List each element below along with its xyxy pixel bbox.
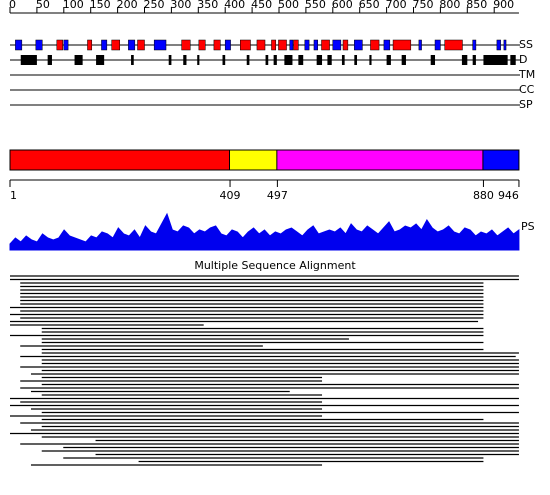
strand: [63, 39, 69, 51]
strand: [313, 39, 318, 51]
disorder: [369, 55, 372, 65]
disorder: [47, 55, 52, 65]
disorder: [183, 55, 187, 65]
disorder: [386, 55, 391, 65]
ruler-label: 650: [359, 0, 380, 11]
helix: [111, 39, 121, 51]
helix: [256, 39, 266, 51]
ruler-label: 150: [90, 0, 111, 11]
disorder: [401, 55, 406, 65]
strand: [224, 39, 231, 51]
strand: [153, 39, 167, 51]
disorder: [430, 55, 436, 65]
track-label: TM: [518, 68, 535, 81]
ruler-label: 700: [386, 0, 407, 11]
ruler-label: 400: [224, 0, 245, 11]
strand: [434, 39, 441, 51]
domain-label: 880: [473, 189, 494, 202]
helix: [87, 39, 93, 51]
disorder: [483, 55, 508, 65]
track-label: CC: [519, 83, 535, 96]
disorder: [246, 55, 250, 65]
strand: [332, 39, 342, 51]
helix: [213, 39, 221, 51]
helix: [240, 39, 251, 51]
ruler-label: 450: [251, 0, 272, 11]
ruler-label: 500: [278, 0, 299, 11]
ruler-label: 250: [144, 0, 165, 11]
strand: [383, 39, 391, 51]
disorder: [316, 55, 323, 65]
helix: [198, 39, 206, 51]
ruler-label: 600: [332, 0, 353, 11]
domain: [9, 149, 231, 171]
helix: [137, 39, 145, 51]
helix: [321, 39, 330, 51]
disorder: [298, 55, 304, 65]
disorder: [327, 55, 332, 65]
track-label: D: [519, 53, 527, 66]
helix: [181, 39, 191, 51]
disorder: [131, 55, 134, 65]
strand: [101, 39, 108, 51]
ps-label: PS: [521, 220, 535, 233]
strand: [289, 39, 294, 51]
strand: [15, 39, 23, 51]
ruler-label: 50: [36, 0, 50, 11]
ruler-label: 100: [63, 0, 84, 11]
disorder: [341, 55, 345, 65]
ruler-label: 900: [493, 0, 514, 11]
disorder: [284, 55, 293, 65]
msa-title: Multiple Sequence Alignment: [194, 259, 356, 272]
ruler-label: 300: [170, 0, 191, 11]
disorder: [472, 55, 476, 65]
strand: [496, 39, 501, 51]
track-label: SS: [519, 38, 533, 51]
disorder: [20, 55, 37, 65]
helix: [392, 39, 412, 51]
ps-profile: [9, 212, 520, 251]
disorder: [265, 55, 269, 65]
strand: [304, 39, 310, 51]
domain: [276, 149, 484, 171]
helix: [342, 39, 349, 51]
strand: [128, 39, 136, 51]
domain-label: 409: [220, 189, 241, 202]
ruler-label: 800: [439, 0, 460, 11]
strand: [354, 39, 363, 51]
disorder: [222, 55, 226, 65]
disorder: [197, 55, 200, 65]
helix: [278, 39, 287, 51]
helix: [293, 39, 299, 51]
ruler-label: 350: [197, 0, 218, 11]
disorder: [510, 55, 516, 65]
ruler-label: 0: [9, 0, 16, 11]
helix: [271, 39, 277, 51]
disorder: [96, 55, 105, 65]
disorder: [354, 55, 358, 65]
domain-label: 497: [267, 189, 288, 202]
strand: [35, 39, 43, 51]
track-label: SP: [519, 98, 533, 111]
strand: [503, 39, 507, 51]
domain: [229, 149, 278, 171]
domain-label: 946: [498, 189, 519, 202]
ruler-label: 200: [117, 0, 138, 11]
disorder: [273, 55, 277, 65]
disorder: [168, 55, 172, 65]
disorder: [74, 55, 83, 65]
ruler-label: 850: [466, 0, 487, 11]
strand: [418, 39, 422, 51]
domain-label: 1: [10, 189, 17, 202]
helix: [56, 39, 63, 51]
helix: [444, 39, 463, 51]
ruler-label: 550: [305, 0, 326, 11]
domain: [482, 149, 520, 171]
ruler-label: 750: [413, 0, 434, 11]
strand: [472, 39, 477, 51]
helix: [370, 39, 380, 51]
disorder: [461, 55, 468, 65]
